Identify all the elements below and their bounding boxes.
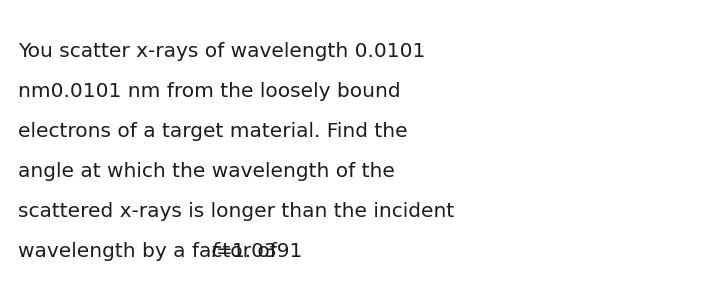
Text: angle at which the wavelength of the: angle at which the wavelength of the bbox=[18, 162, 395, 181]
Text: =1.0391: =1.0391 bbox=[216, 242, 303, 261]
Text: scattered x-rays is longer than the incident: scattered x-rays is longer than the inci… bbox=[18, 202, 454, 221]
Text: wavelength by a factor of: wavelength by a factor of bbox=[18, 242, 284, 261]
Text: nm0.0101 nm from the loosely bound: nm0.0101 nm from the loosely bound bbox=[18, 82, 401, 101]
Text: f: f bbox=[211, 242, 218, 261]
Text: You scatter x-rays of wavelength 0.0101: You scatter x-rays of wavelength 0.0101 bbox=[18, 42, 425, 61]
Text: electrons of a target material. Find the: electrons of a target material. Find the bbox=[18, 122, 408, 141]
